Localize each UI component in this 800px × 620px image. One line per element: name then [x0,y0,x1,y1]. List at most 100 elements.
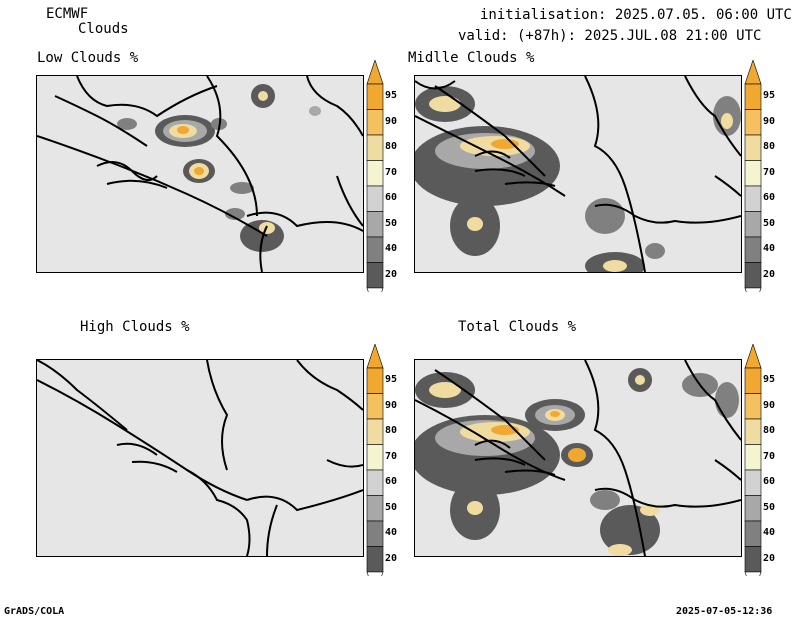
colorbar-graphic [366,60,384,292]
colorbar-label: 90 [385,115,398,127]
colorbar-segment [744,134,762,161]
colorbar-graphic [744,60,762,292]
colorbar-segment [744,160,762,187]
colorbar-segment [366,393,384,420]
colorbar-segment [744,83,762,110]
map-low-clouds [36,75,364,273]
colorbar-bottom-triangle [366,571,384,576]
colorbar-label: 90 [385,399,398,411]
map-middle-clouds [414,75,742,273]
model-label: ECMWF [46,6,89,22]
colorbar-label: 60 [763,192,776,203]
colorbar-label: 70 [385,450,398,462]
colorbar-segment [366,469,384,496]
colorbar-label: 95 [763,90,776,101]
colorbar-segment [744,418,762,445]
map-total-clouds [414,359,742,557]
colorbar-label: 40 [763,243,776,254]
colorbar-segment [366,444,384,471]
colorbar-segment [366,546,384,573]
colorbar-label: 20 [385,268,398,280]
colorbar-total: 95 90 80 70 60 50 40 20 [743,344,789,576]
colorbar-label: 90 [763,115,776,127]
colorbar-top-triangle [744,60,762,85]
colorbar-label: 50 [763,217,776,229]
colorbar-segment [744,109,762,136]
colorbar-label: 95 [385,374,398,385]
colorbar-segment [744,546,762,573]
colorbar-high: 95 90 80 70 60 50 40 20 [365,344,411,576]
panel-title-middle: Midlle Clouds % [408,50,535,66]
colorbar-bottom-triangle [366,287,384,292]
colorbar-segment [744,393,762,420]
colorbar-segment [366,83,384,110]
colorbar-graphic [366,344,384,576]
colorbar-label: 60 [385,192,398,203]
colorbar-label: 20 [385,552,398,564]
colorbar-label: 50 [385,217,398,229]
colorbar-bottom-triangle [744,571,762,576]
cloud-patches [117,84,321,252]
colorbar-segment [366,520,384,547]
cloud-patches [415,86,741,272]
colorbar-label: 60 [385,476,398,487]
colorbar-label: 70 [763,166,776,178]
colorbar-segment [366,211,384,238]
colorbar-label: 40 [385,243,398,254]
colorbar-bottom-triangle [744,287,762,292]
borders [37,76,363,272]
colorbar-label: 70 [385,166,398,178]
product-label: Clouds [78,21,129,37]
footer-right: 2025-07-05-12:36 [676,606,773,617]
panel-title-total: Total Clouds % [458,319,577,335]
colorbar-segment [744,185,762,212]
colorbar-middle: 95 90 80 70 60 50 40 20 [743,60,789,292]
colorbar-top-triangle [366,60,384,85]
panel-title-high: High Clouds % [80,319,190,335]
map-high-clouds [36,359,364,557]
colorbar-segment [744,262,762,289]
panel-title-low: Low Clouds % [37,50,139,66]
colorbar-segment [366,185,384,212]
colorbar-top-triangle [744,344,762,369]
colorbar-label: 90 [763,399,776,411]
borders [415,76,741,272]
colorbar-label: 95 [385,90,398,101]
colorbar-segment [366,495,384,522]
colorbar-label: 20 [763,552,776,564]
colorbar-label: 20 [763,268,776,280]
colorbar-segment [744,367,762,394]
borders [415,360,741,556]
colorbar-label: 80 [385,141,398,152]
colorbar-segment [366,367,384,394]
colorbar-segment [366,236,384,263]
colorbar-label: 80 [385,425,398,436]
valid-time: valid: (+87h): 2025.JUL.08 21:00 UTC [458,28,762,44]
colorbar-label: 80 [763,425,776,436]
colorbar-segment [366,109,384,136]
colorbar-segment [366,160,384,187]
colorbar-low: 95 90 80 70 60 50 40 20 [365,60,411,292]
colorbar-segment [744,495,762,522]
colorbar-label: 60 [763,476,776,487]
footer-left: GrADS/COLA [4,606,65,617]
colorbar-label: 70 [763,450,776,462]
cloud-patches [415,368,739,556]
colorbar-segment [366,262,384,289]
colorbar-label: 40 [763,527,776,538]
colorbar-label: 80 [763,141,776,152]
colorbar-label: 95 [763,374,776,385]
colorbar-segment [744,211,762,238]
colorbar-top-triangle [366,344,384,369]
colorbar-segment [366,418,384,445]
colorbar-graphic [744,344,762,576]
borders [37,360,363,556]
colorbar-label: 50 [763,501,776,513]
initialisation-time: initialisation: 2025.07.05. 06:00 UTC [480,7,792,23]
colorbar-segment [744,444,762,471]
colorbar-segment [744,236,762,263]
colorbar-label: 50 [385,501,398,513]
colorbar-segment [744,520,762,547]
colorbar-label: 40 [385,527,398,538]
colorbar-segment [744,469,762,496]
